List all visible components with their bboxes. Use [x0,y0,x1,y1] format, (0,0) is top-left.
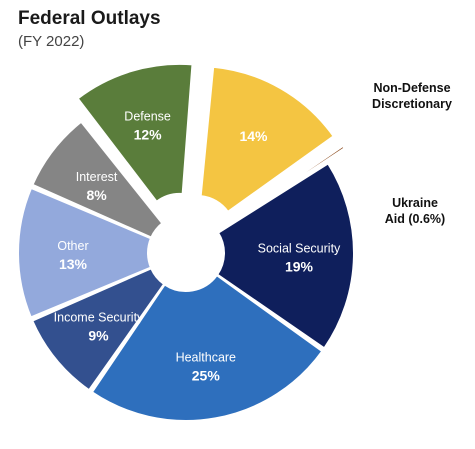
callout-non-defense-line1: Non-Defense [373,81,450,95]
chart-title: Federal Outlays [18,8,161,29]
slice-percent-defense: 12% [134,127,163,143]
slice-percent-income-security: 9% [88,327,109,343]
slice-label-income-security: Income Security [54,310,144,324]
slice-percent-other: 13% [59,256,88,272]
callout-non-defense-line2: Discretionary [372,97,452,111]
callout-ukraine-line2: Aid (0.6%) [385,212,445,226]
slice-label-healthcare: Healthcare [176,350,236,364]
slice-ukraine-aid-0-6 [234,144,346,222]
callout-ukraine-line1: Ukraine [392,196,438,210]
slice-interest [31,120,164,239]
slice-defense [76,62,194,204]
slice-label-defense: Defense [124,110,171,124]
slice-label-other: Other [57,239,88,253]
slice-label-interest: Interest [76,170,118,184]
slice-percent-non-defense-discretionary: 14% [239,128,268,144]
slice-percent-interest: 8% [86,187,107,203]
slice-healthcare [90,273,324,422]
slice-non-defense-discretionary [199,65,336,214]
chart-subtitle: (FY 2022) [18,33,85,50]
slice-percent-social-security: 19% [285,258,314,274]
slice-other [17,186,153,319]
slice-social-security [215,162,355,350]
slice-label-social-security: Social Security [258,241,341,255]
slice-percent-healthcare: 25% [192,367,221,383]
slice-income-security [30,266,166,392]
